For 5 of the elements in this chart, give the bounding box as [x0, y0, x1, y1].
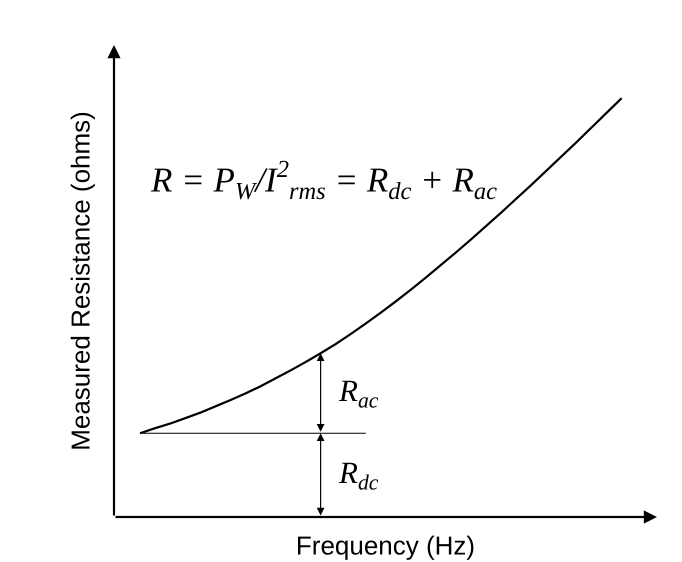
text: R = P$_{W}$/I$^{2}$$_{rms}$ = R$_{dc}$ + R$_{ac}$ [151, 156, 497, 206]
y-axis-title: Measured Resistance (ohms) [65, 111, 96, 451]
annotation: R$_{ac}$ [338, 373, 379, 413]
annotation: R$_{dc}$ [338, 455, 379, 495]
x-axis-title: Frequency (Hz) [296, 530, 476, 561]
